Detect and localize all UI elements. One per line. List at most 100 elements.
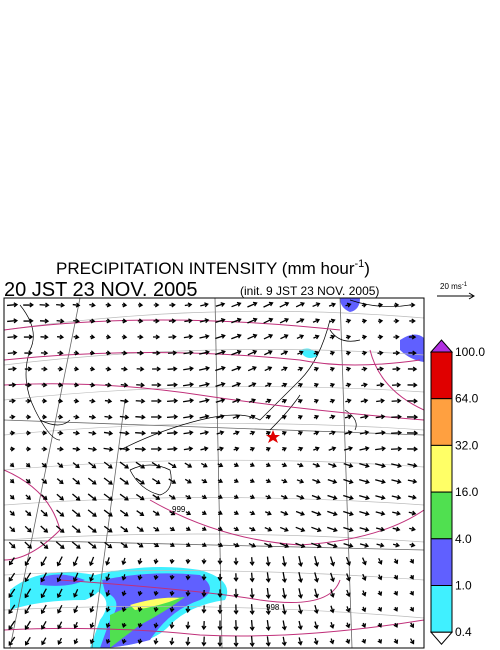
wind-arrow bbox=[151, 382, 162, 388]
wind-arrow bbox=[249, 414, 256, 420]
wind-arrow bbox=[377, 574, 383, 581]
wind-arrow bbox=[279, 526, 289, 532]
wind-arrow bbox=[249, 604, 255, 616]
wind-arrow bbox=[247, 366, 257, 372]
wind-arrow bbox=[105, 334, 112, 340]
wind-arrow bbox=[24, 541, 33, 549]
wind-arrow bbox=[119, 414, 130, 420]
wind-arrow bbox=[200, 446, 209, 452]
wind-arrow bbox=[343, 526, 354, 533]
wind-arrow bbox=[201, 478, 208, 484]
wind-arrow bbox=[329, 621, 335, 629]
wind-arrow bbox=[41, 398, 48, 404]
wind-arrow bbox=[24, 620, 32, 631]
wind-arrow bbox=[121, 334, 128, 340]
wind-arrow bbox=[217, 478, 224, 484]
wind-arrow bbox=[329, 589, 335, 598]
wind-arrow bbox=[233, 526, 240, 532]
wind-arrow bbox=[25, 398, 32, 404]
wind-arrow bbox=[281, 430, 287, 436]
wind-arrow bbox=[71, 525, 81, 533]
wind-arrow bbox=[152, 366, 162, 372]
wind-arrow bbox=[183, 334, 194, 340]
wind-arrow bbox=[359, 527, 370, 532]
wind-arrow bbox=[185, 510, 192, 516]
wind-arrow bbox=[217, 573, 223, 582]
wind-arrow bbox=[295, 542, 306, 549]
wind-arrow bbox=[151, 461, 161, 469]
wind-arrow bbox=[103, 461, 113, 469]
colorbar-label: 64.0 bbox=[455, 392, 479, 406]
wind-arrow bbox=[121, 574, 127, 581]
wind-arrow bbox=[377, 318, 384, 324]
wind-arrow bbox=[216, 446, 224, 452]
wind-arrow bbox=[24, 588, 32, 599]
wind-arrow bbox=[57, 637, 63, 645]
vector-key-text: 20 ms bbox=[440, 282, 462, 291]
wind-arrow bbox=[279, 317, 289, 324]
wind-arrow bbox=[40, 572, 47, 583]
wind-arrow bbox=[120, 542, 128, 548]
wind-arrow bbox=[409, 574, 414, 580]
wind-arrow bbox=[103, 509, 113, 517]
wind-arrow bbox=[344, 430, 353, 436]
wind-arrow bbox=[281, 556, 287, 567]
wind-arrow bbox=[151, 446, 163, 452]
wind-arrow bbox=[25, 430, 32, 436]
wind-arrow bbox=[361, 350, 368, 356]
wind-arrow bbox=[377, 350, 384, 356]
wind-arrow bbox=[153, 638, 159, 645]
wind-arrow bbox=[345, 622, 351, 629]
wind-arrow bbox=[40, 334, 49, 340]
wind-arrow bbox=[217, 636, 223, 647]
wind-arrow bbox=[153, 302, 160, 308]
wind-arrow bbox=[121, 622, 127, 629]
wind-arrow bbox=[359, 446, 370, 452]
wind-arrow bbox=[72, 572, 79, 583]
wind-arrow bbox=[121, 302, 128, 308]
wind-arrow bbox=[199, 318, 210, 324]
wind-arrow bbox=[71, 509, 81, 517]
wind-arrow bbox=[25, 478, 31, 484]
wind-arrow bbox=[87, 541, 97, 549]
wind-arrow bbox=[40, 494, 48, 501]
wind-arrow bbox=[87, 477, 97, 485]
wind-arrow bbox=[233, 478, 239, 483]
wind-arrow bbox=[313, 334, 320, 340]
wind-arrow bbox=[265, 462, 271, 468]
wind-arrow bbox=[137, 638, 143, 645]
wind-arrow bbox=[281, 478, 288, 484]
wind-arrow bbox=[409, 526, 416, 532]
wind-arrow bbox=[281, 636, 287, 647]
wind-arrow bbox=[281, 462, 288, 468]
wind-arrow bbox=[217, 620, 223, 631]
wind-arrow bbox=[313, 430, 320, 436]
colorbar-segment bbox=[430, 398, 453, 446]
wind-arrow bbox=[72, 556, 79, 567]
wind-arrow bbox=[280, 494, 288, 500]
wind-arrow bbox=[345, 589, 351, 598]
wind-arrow bbox=[409, 542, 416, 548]
wind-arrow bbox=[249, 430, 256, 436]
wind-arrow bbox=[151, 414, 163, 420]
wind-arrow bbox=[249, 494, 256, 500]
wind-arrow bbox=[73, 638, 79, 645]
wind-arrow bbox=[56, 509, 65, 517]
wind-arrow bbox=[361, 318, 368, 324]
wind-arrow bbox=[215, 333, 226, 340]
contour-label: 999 bbox=[172, 505, 186, 514]
wind-arrow bbox=[295, 510, 305, 516]
wind-arrow bbox=[345, 606, 351, 613]
wind-arrow bbox=[232, 414, 241, 420]
wind-arrow bbox=[329, 638, 335, 645]
wind-arrow bbox=[391, 463, 402, 469]
wind-arrow bbox=[296, 495, 305, 500]
wind-arrow bbox=[57, 446, 64, 452]
wind-arrow bbox=[121, 366, 128, 372]
wind-arrow bbox=[185, 621, 191, 630]
wind-arrow bbox=[119, 477, 129, 485]
wind-arrow bbox=[121, 350, 128, 356]
wind-arrow bbox=[87, 509, 97, 517]
wind-arrow bbox=[409, 606, 414, 612]
